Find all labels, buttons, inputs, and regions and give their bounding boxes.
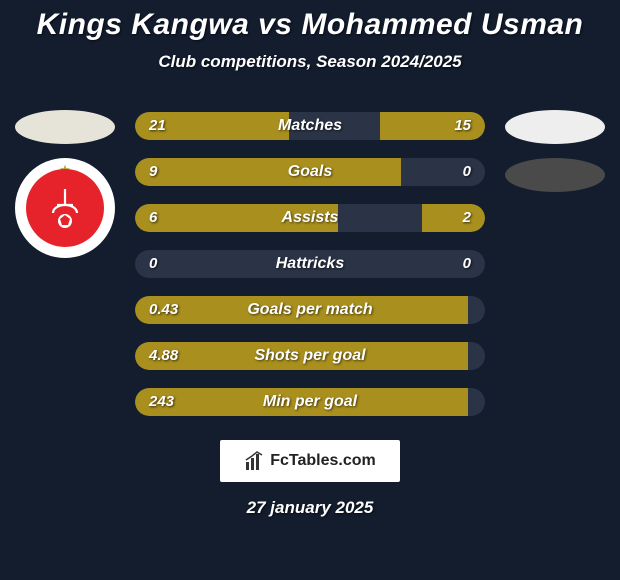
right-column xyxy=(500,110,610,206)
stat-bar: 243Min per goal xyxy=(135,388,485,416)
stat-bar: 0.43Goals per match xyxy=(135,296,485,324)
bar-label: Min per goal xyxy=(135,388,485,416)
bar-label: Shots per goal xyxy=(135,342,485,370)
bar-label: Goals per match xyxy=(135,296,485,324)
stat-bars: 2115Matches 90Goals 62Assists 00Hattricks 0.… xyxy=(135,112,485,434)
right-player-oval-bottom xyxy=(505,158,605,192)
stat-bar: 4.88Shots per goal xyxy=(135,342,485,370)
left-column: ★ xyxy=(10,110,120,258)
club-crest-icon xyxy=(40,183,90,233)
footer-logo-text: FcTables.com xyxy=(270,452,376,470)
page-title: Kings Kangwa vs Mohammed Usman xyxy=(0,8,620,42)
stat-bar: 90Goals xyxy=(135,158,485,186)
stat-bar: 62Assists xyxy=(135,204,485,232)
club-badge: ★ xyxy=(15,158,115,258)
stat-bar: 00Hattricks xyxy=(135,250,485,278)
footer-logo: FcTables.com xyxy=(220,440,400,482)
left-player-oval xyxy=(15,110,115,144)
stat-bar: 2115Matches xyxy=(135,112,485,140)
page-subtitle: Club competitions, Season 2024/2025 xyxy=(0,52,620,72)
chart-icon xyxy=(244,450,266,472)
bar-label: Hattricks xyxy=(135,250,485,278)
bar-label: Matches xyxy=(135,112,485,140)
right-player-oval-top xyxy=(505,110,605,144)
bar-label: Assists xyxy=(135,204,485,232)
bar-label: Goals xyxy=(135,158,485,186)
infographic-container: Kings Kangwa vs Mohammed Usman Club comp… xyxy=(0,0,620,580)
footer-date: 27 january 2025 xyxy=(0,498,620,518)
club-badge-inner xyxy=(26,169,104,247)
